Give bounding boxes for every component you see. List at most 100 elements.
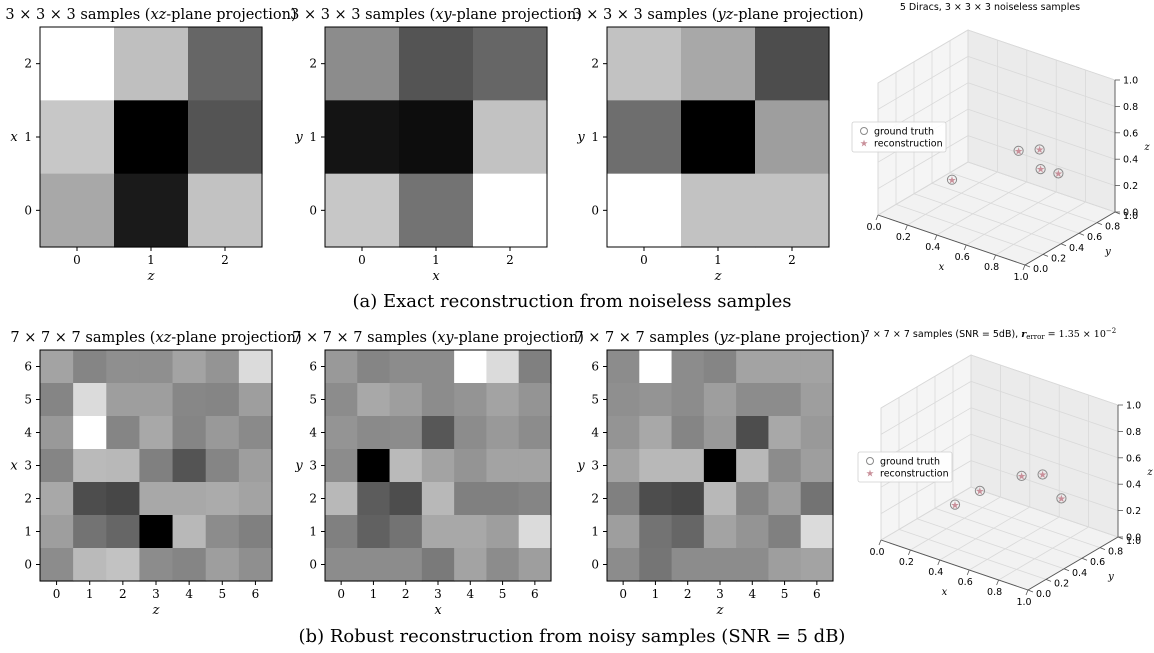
heatmap-cell [188,100,263,175]
y-tick [1063,568,1070,572]
x-tick-label: 2 [788,253,796,267]
ground-truth-point [1056,493,1067,504]
grid-line [967,56,1116,107]
y-tick-label: 2 [309,57,317,71]
heatmap-cell [139,548,174,582]
x-tick-label: 0 [640,253,648,267]
heatmap-cell [325,173,400,248]
heatmap-cell [703,383,737,417]
grid-line [970,354,1119,406]
heatmap-cell [40,515,74,549]
y-tick-label: 0.4 [1072,568,1087,579]
grid-line [880,381,972,435]
heatmap-cell [703,482,737,516]
reconstruction-point: ★ [1014,146,1023,157]
panel-title: 7 × 7 × 7 samples (xz-plane projection) [10,330,301,346]
heatmap-cell [703,449,737,483]
heatmap-cell [607,449,640,483]
heatmap-cell [114,27,189,101]
heatmap-cell [205,350,240,384]
y-tick-label: 0.2 [1054,578,1069,589]
heatmap-cell [238,350,273,384]
y-tick-label: 2 [591,57,599,71]
heatmap-cell [238,383,273,417]
heatmap-cell [639,548,673,582]
heatmap-cell [607,515,640,549]
legend-label: reconstruction [874,138,943,149]
heatmap-cell [421,548,455,582]
x-tick-label: 1 [86,587,94,601]
heatmap-cell [357,416,391,450]
x-tick-label: 0 [53,587,61,601]
z-tick-label: 0.0 [1123,208,1138,219]
grid-line [970,486,1119,538]
y-tick-label: 4 [24,426,32,440]
heatmap-cell [800,449,834,483]
heatmap-cell [205,383,240,417]
heatmap-cell [357,482,391,516]
heatmap-cell [421,449,455,483]
heatmap-cell [238,416,273,450]
grid-line [913,193,1062,245]
heatmap-cell [755,173,830,248]
y-tick-label: 2 [24,57,32,71]
reconstruction-point: ★ [1017,472,1026,483]
grid-line [967,108,1116,160]
z-tick-label: 1.0 [1123,76,1138,87]
x-tick-label: 0.8 [984,262,999,273]
heatmap-cell [736,548,770,582]
heatmap-cell [139,515,174,549]
x-axis-label: z [152,603,160,618]
y-tick [1027,589,1034,593]
y-tick-label: 1 [24,525,32,539]
x-tick-label: 2 [506,253,514,267]
heatmap-cell [325,449,358,483]
x-tick-label: 0 [358,253,366,267]
heatmap-cell [518,482,552,516]
y-tick-label: 4 [591,426,599,440]
x-tick-label: 3 [716,587,724,601]
y-axis-label: y [576,130,585,145]
heatmap-cell [639,515,673,549]
heatmap-cell [639,350,673,384]
x-tick-label: 1 [714,253,722,267]
grid-line [970,381,1119,432]
y-axis-label: y [294,459,303,474]
x-tick-label: 1 [370,587,378,601]
x-tick-label: 0.8 [987,587,1002,598]
heatmap-cell [139,416,174,450]
heatmap-a_yz: 0 1 2 0 1 2 z y 3 × 3 × 3 samples (yz-plane proj… [572,7,863,284]
heatmap-cell [607,173,682,248]
heatmap-cell [73,515,107,549]
x-axis-label: x [434,603,442,618]
x-tick-label: 2 [684,587,692,601]
grid-line [916,518,1065,570]
heatmap-cell [106,383,141,417]
y-tick-label: 0 [24,558,32,572]
heatmap-cell [671,482,705,516]
heatmap-cell [800,416,834,450]
y-tick-label: 5 [591,393,599,407]
heatmap-cell [172,482,207,516]
heatmap-cell [106,416,141,450]
x-tick-label: 0 [73,253,81,267]
x-axis-label: z [714,269,722,284]
heatmap-cell [325,383,358,417]
heatmap-cell [399,27,474,101]
heatmap-cell [325,515,358,549]
z-tick-label: 0.6 [1126,453,1141,464]
ground-truth-point [974,485,986,496]
heatmap-cell [114,100,189,175]
heatmap-cell [736,482,770,516]
heatmap-cell [205,548,240,582]
heatmap-cell [40,416,74,450]
heatmap-cell [671,416,705,450]
grid-line [880,460,972,514]
y-axis-label: x [10,130,18,145]
heatmap-cell [703,416,737,450]
y-axis-line [1027,536,1119,591]
x-tick-label: 5 [781,587,789,601]
caption-b: (b) Robust reconstruction from noisy sam… [299,626,846,647]
grid-line [970,460,1119,511]
caption-a: (a) Exact reconstruction from noiseless … [353,291,792,312]
